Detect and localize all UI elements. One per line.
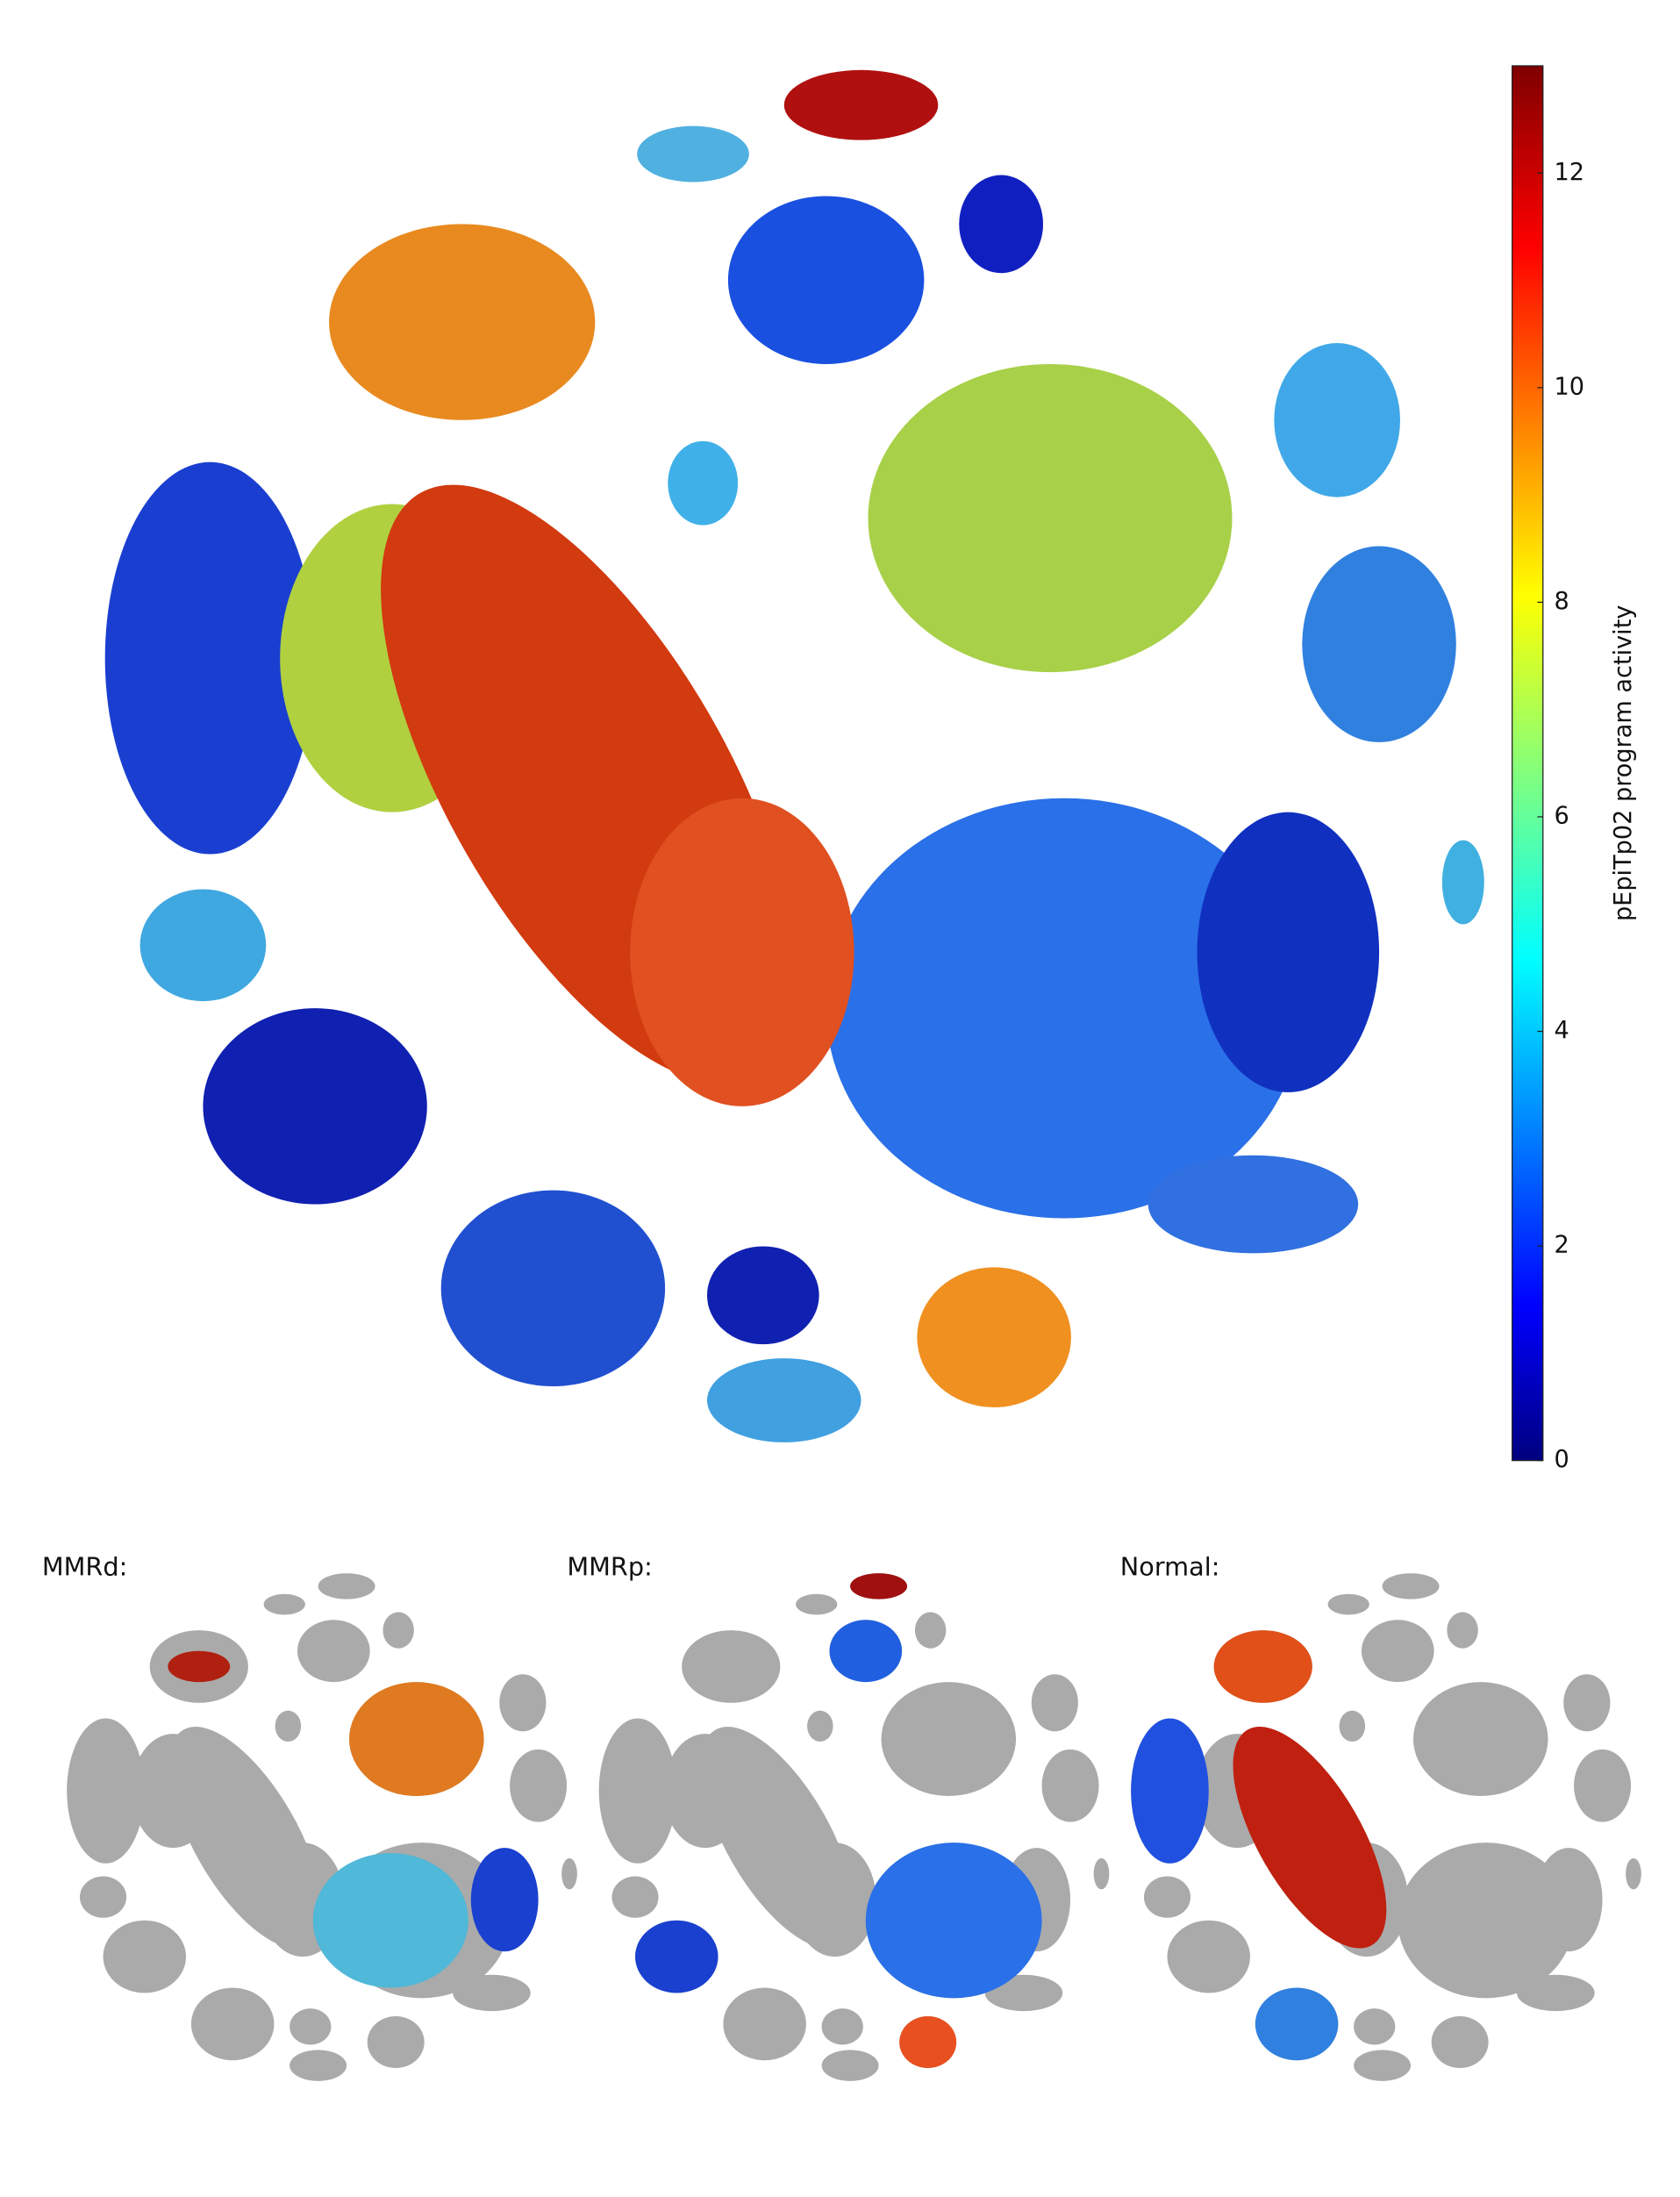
panel-mmrp	[598, 1573, 1110, 2081]
panel-title: MMRd:	[42, 1552, 127, 1582]
colorbar-tick-label: 2	[1555, 1232, 1569, 1259]
main-embedding	[104, 69, 1484, 1442]
panel-normal	[1131, 1573, 1641, 2081]
panel-mmrd	[67, 1573, 577, 2081]
panel-title: Normal:	[1120, 1552, 1220, 1582]
plot-area: pEpiTp02 program activity 0 2 4 6 8 10 12 MMRd:…	[42, 65, 1641, 2081]
colorbar-tick-label: 12	[1555, 159, 1585, 186]
colorbar-tick-label: 8	[1555, 588, 1569, 615]
colorbar-tick-label: 4	[1555, 1017, 1569, 1044]
colorbar-tick-label: 6	[1555, 802, 1569, 829]
panel-title: MMRp:	[567, 1552, 652, 1582]
colorbar	[1512, 65, 1544, 1462]
colorbar-tick-label: 0	[1555, 1446, 1569, 1473]
colorbar-tick-label: 10	[1555, 373, 1585, 400]
colorbar-label: pEpiTp02 program activity	[1610, 605, 1637, 921]
